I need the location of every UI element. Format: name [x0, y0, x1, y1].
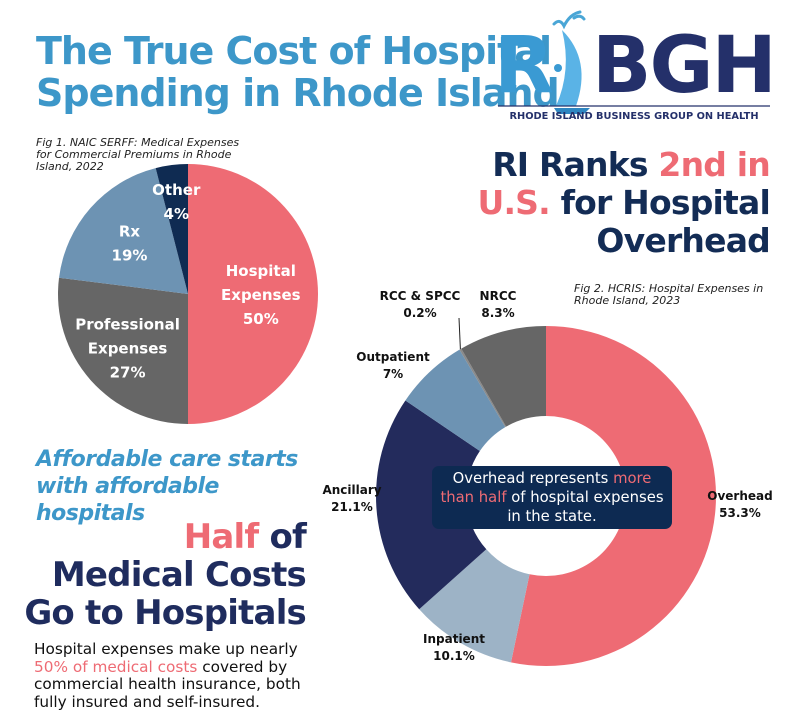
donut-slice-inpatient: [419, 549, 530, 663]
pie1-slice-hospital-expenses: [188, 164, 318, 424]
donut-slice-outpatient: [405, 349, 506, 452]
pie1-label-rx: Rx 19%: [112, 222, 148, 264]
donut-label-overhead: Overhead 53.3%: [707, 489, 772, 520]
main-title: The True Cost of Hospital Spending in Rh…: [36, 29, 560, 115]
rank-heading: RI Ranks 2nd in U.S. for Hospital Overhe…: [477, 146, 770, 260]
sailboat-icon: [554, 30, 590, 114]
pie1-label-professional-expenses: Professional Expenses 27%: [75, 315, 180, 381]
half-heading-line3: Go to Hospitals: [24, 593, 306, 633]
donut-leader-line: [458, 317, 461, 350]
overhead-callout: Overhead represents more than half of ho…: [432, 466, 672, 529]
rank-heading-accent-2: U.S.: [477, 183, 550, 222]
logo-letter-r: R: [494, 21, 554, 111]
body-text: Hospital expenses make up nearly 50% of …: [34, 640, 314, 711]
pie1-slice-other: [155, 164, 188, 294]
donut-label-ancillary: Ancillary 21.1%: [322, 483, 381, 514]
pie1-slice-rx: [59, 168, 189, 294]
donut-label-inpatient: Inpatient 10.1%: [423, 632, 485, 663]
pie1-label-other: Other 4%: [152, 181, 201, 223]
pie1-label-hospital-expenses: Hospital Expenses 50%: [221, 262, 301, 328]
donut-slice-ancillary: [376, 400, 487, 610]
donut-slice-nrcc: [461, 326, 546, 427]
donut-slice-rcc-spcc: [459, 348, 507, 428]
main-title-line1: The True Cost of Hospital: [36, 29, 552, 73]
main-title-line2: Spending in Rhode Island: [36, 71, 560, 115]
half-heading-of: of: [258, 517, 306, 557]
rank-heading-dark-2: for Hospital: [549, 183, 771, 222]
ribgh-logo: R BGH RHODE ISLAND BUSINESS GROUP ON HEA…: [494, 10, 774, 122]
callout-accent: more than half: [440, 470, 652, 506]
donut-label-outpatient: Outpatient 7%: [356, 350, 430, 381]
rank-heading-dark-1: RI Ranks: [492, 145, 659, 184]
donut-slice-overhead: [511, 326, 716, 667]
half-heading-line2: Medical Costs: [51, 555, 307, 595]
logo-letters-bgh: BGH: [592, 21, 774, 111]
callout-text-1: Overhead represents: [452, 470, 614, 487]
fig2-caption: Fig 2. HCRIS: Hospital Expenses in Rhode…: [574, 282, 764, 307]
body-text-1: Hospital expenses make up nearly: [34, 640, 298, 658]
half-heading-accent: Half: [183, 517, 259, 557]
donut-label-nrcc: NRCC 8.3%: [480, 289, 517, 320]
callout-text-2: of hospital expenses in the state.: [506, 489, 664, 525]
pie1-slice-professional-expenses: [58, 277, 189, 424]
rank-heading-accent-1: 2nd in: [658, 145, 770, 184]
fig1-caption: Fig 1. NAIC SERFF: Medical Expenses for …: [36, 136, 240, 173]
seagull-icon: [552, 10, 586, 30]
rank-heading-dark-3: Overhead: [596, 221, 770, 260]
logo-subtitle: RHODE ISLAND BUSINESS GROUP ON HEALTH: [509, 111, 758, 122]
tagline: Affordable care starts with affordable h…: [36, 447, 298, 526]
body-text-2: covered by commercial health insurance, …: [34, 657, 301, 711]
donut-label-rcc-spcc: RCC & SPCC 0.2%: [380, 289, 461, 320]
body-text-accent: 50% of medical costs: [34, 657, 198, 676]
half-heading: Half of Medical Costs Go to Hospitals: [20, 518, 306, 632]
